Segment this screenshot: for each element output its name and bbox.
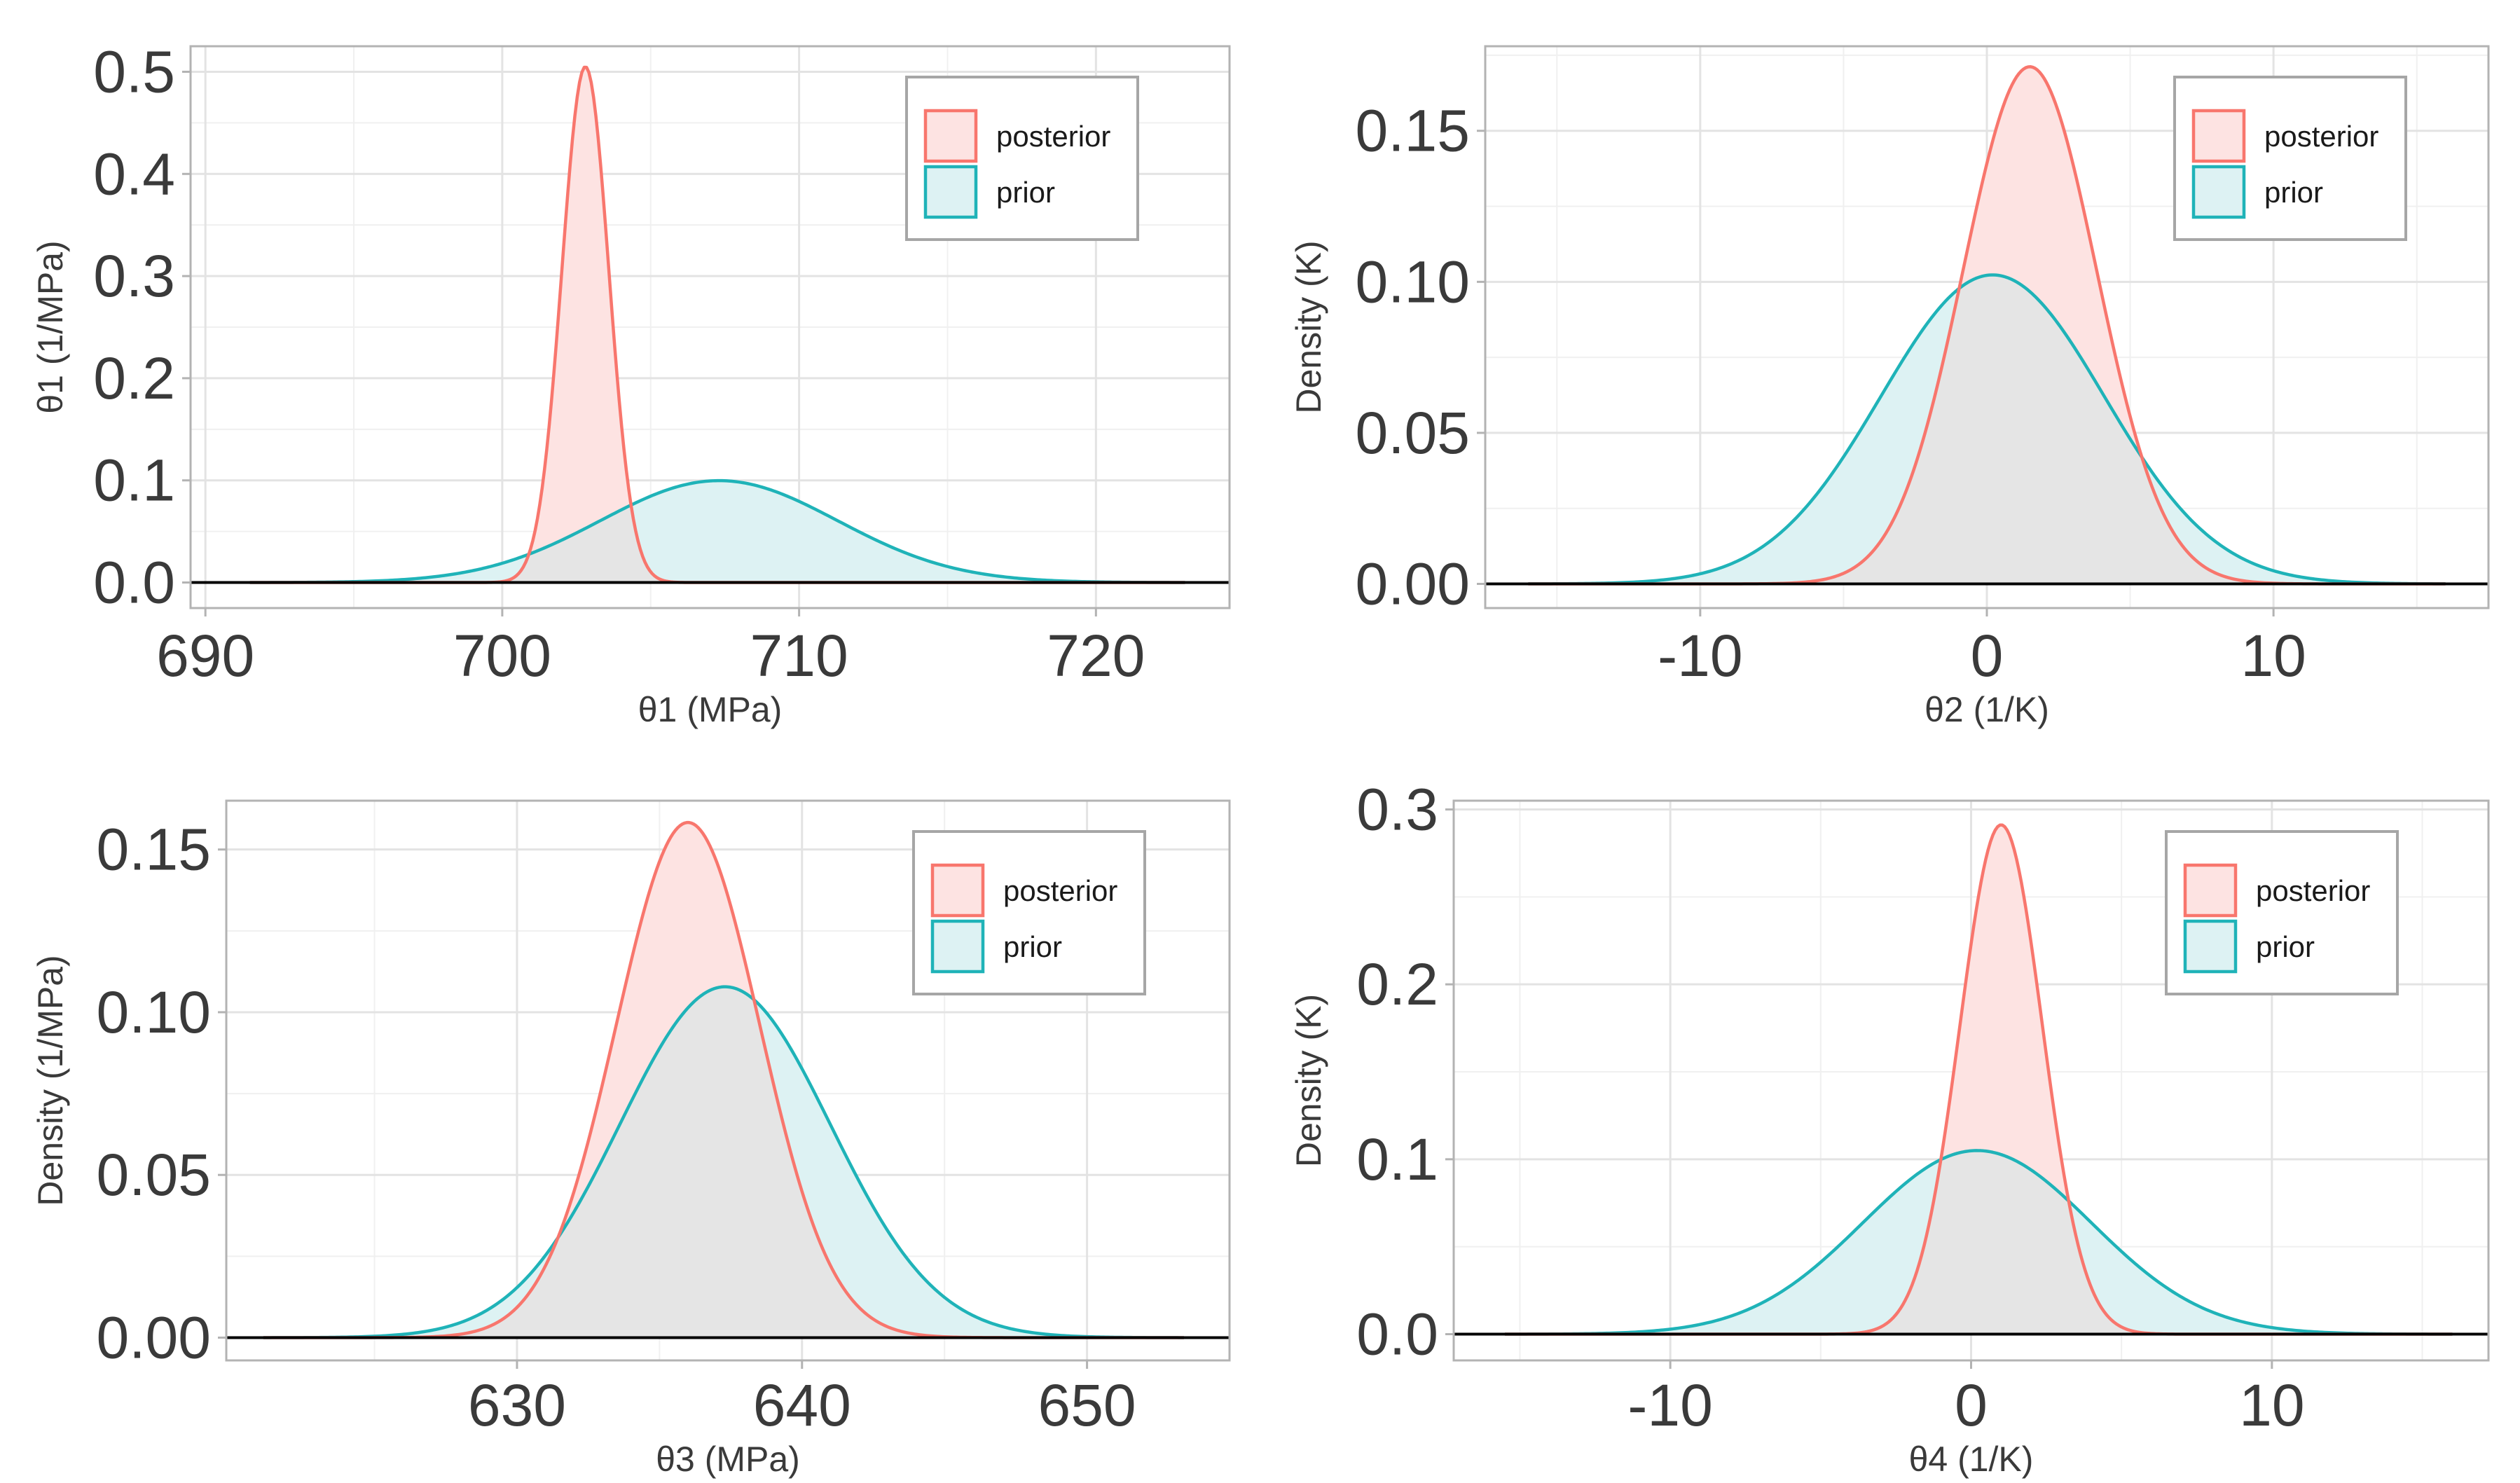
y-tick-label: 0.05 [97,1142,212,1208]
y-tick-label: 0.4 [93,141,175,207]
x-tick-label: -10 [1658,623,1742,689]
x-axis-title: θ1 (MPa) [638,690,783,729]
x-tick-label: 0 [1971,623,2004,689]
legend: posterior prior [2165,830,2399,995]
y-axis-title: Density (K) [1289,994,1328,1167]
y-tick-label: 0.0 [93,550,175,616]
y-tick-label: 0.00 [1356,551,1471,617]
y-tick-label: 0.2 [93,345,175,411]
density-line-prior [249,478,1185,584]
y-tick-label: 0.00 [97,1304,212,1370]
x-tick-label: 630 [468,1372,566,1438]
x-tick-label: 690 [156,623,254,689]
y-tick-label: 0.0 [1356,1302,1438,1367]
y-tick-label: 0.3 [93,243,175,309]
legend-key-posterior [930,863,985,918]
y-tick-label: 0.2 [1356,951,1438,1017]
y-axis-title: Density (K) [1289,240,1328,413]
density-overlap-fill [1504,1150,2453,1334]
x-tick-label: 650 [1038,1372,1136,1438]
legend: posterior prior [905,76,1139,241]
legend-key-prior [930,919,985,974]
density-line-prior [263,985,1184,1339]
legend-label-posterior: posterior [1003,874,1117,907]
y-tick-label: 0.5 [93,39,175,104]
x-tick-label: 0 [1955,1372,1988,1438]
panel-border [225,799,1231,1362]
y-axis-title: Density (1/MPa) [31,955,70,1206]
y-tick-label: 0.15 [1356,98,1471,164]
y-tick-label: 0.05 [1356,400,1471,466]
legend: posterior prior [2173,76,2407,241]
legend-key-prior [923,165,978,219]
legend-label-posterior: posterior [2256,874,2370,907]
y-tick-label: 0.1 [93,448,175,513]
x-tick-label: 10 [2240,623,2306,689]
legend-label-posterior: posterior [2264,120,2378,153]
legend-key-posterior [2191,109,2246,163]
x-tick-label: -10 [1627,1372,1712,1438]
y-axis-title: θ1 (1/MPa) [31,240,70,413]
y-tick-label: 0.15 [97,817,212,883]
x-tick-label: 720 [1047,623,1145,689]
legend-label-prior: prior [996,176,1055,209]
x-tick-label: 700 [453,623,551,689]
y-tick-label: 0.10 [97,979,212,1045]
x-tick-label: 10 [2239,1372,2304,1438]
y-tick-label: 0.3 [1356,776,1438,842]
legend-label-prior: prior [2264,176,2323,209]
y-tick-label: 0.1 [1356,1126,1438,1192]
legend-label-prior: prior [2256,930,2315,963]
density-line-prior [1504,1149,2453,1336]
density-overlap-fill [263,986,1184,1338]
density-fill-prior [249,481,1185,583]
chart-panel-4: -10 0 10 0.0 0.1 0.2 0.3 θ4 (1/K) Density (K) pos… [1289,776,2490,1479]
chart-panel-1: 690 700 710 720 0.0 0.1 0.2 0.3 0.4 0.5 θ1 (MPa) θ1… [31,39,1231,729]
x-axis-title: θ2 (1/K) [1925,690,2049,729]
y-tick-label: 0.10 [1356,249,1471,315]
density-fill-posterior [1504,825,2453,1334]
x-axis-title: θ4 (1/K) [1909,1440,2034,1479]
x-axis-title: θ3 (MPa) [656,1440,800,1479]
x-tick-label: 710 [750,623,848,689]
legend: posterior prior [912,830,1146,995]
panel-border [189,45,1231,609]
legend-label-posterior: posterior [996,120,1110,153]
legend-label-prior: prior [1003,930,1062,963]
legend-key-posterior [2183,863,2238,918]
legend-key-prior [2183,919,2238,974]
density-line-prior [1528,273,2446,586]
x-tick-label: 640 [753,1372,851,1438]
chart-panel-3: 630 640 650 0.00 0.05 0.10 0.15 θ3 (MPa) Density… [31,799,1231,1479]
legend-key-posterior [923,109,978,163]
density-overlap-fill [1528,275,2446,584]
chart-panel-2: -10 0 10 0.00 0.05 0.10 0.15 θ2 (1/K) Density (K… [1289,45,2490,729]
legend-key-prior [2191,165,2246,219]
